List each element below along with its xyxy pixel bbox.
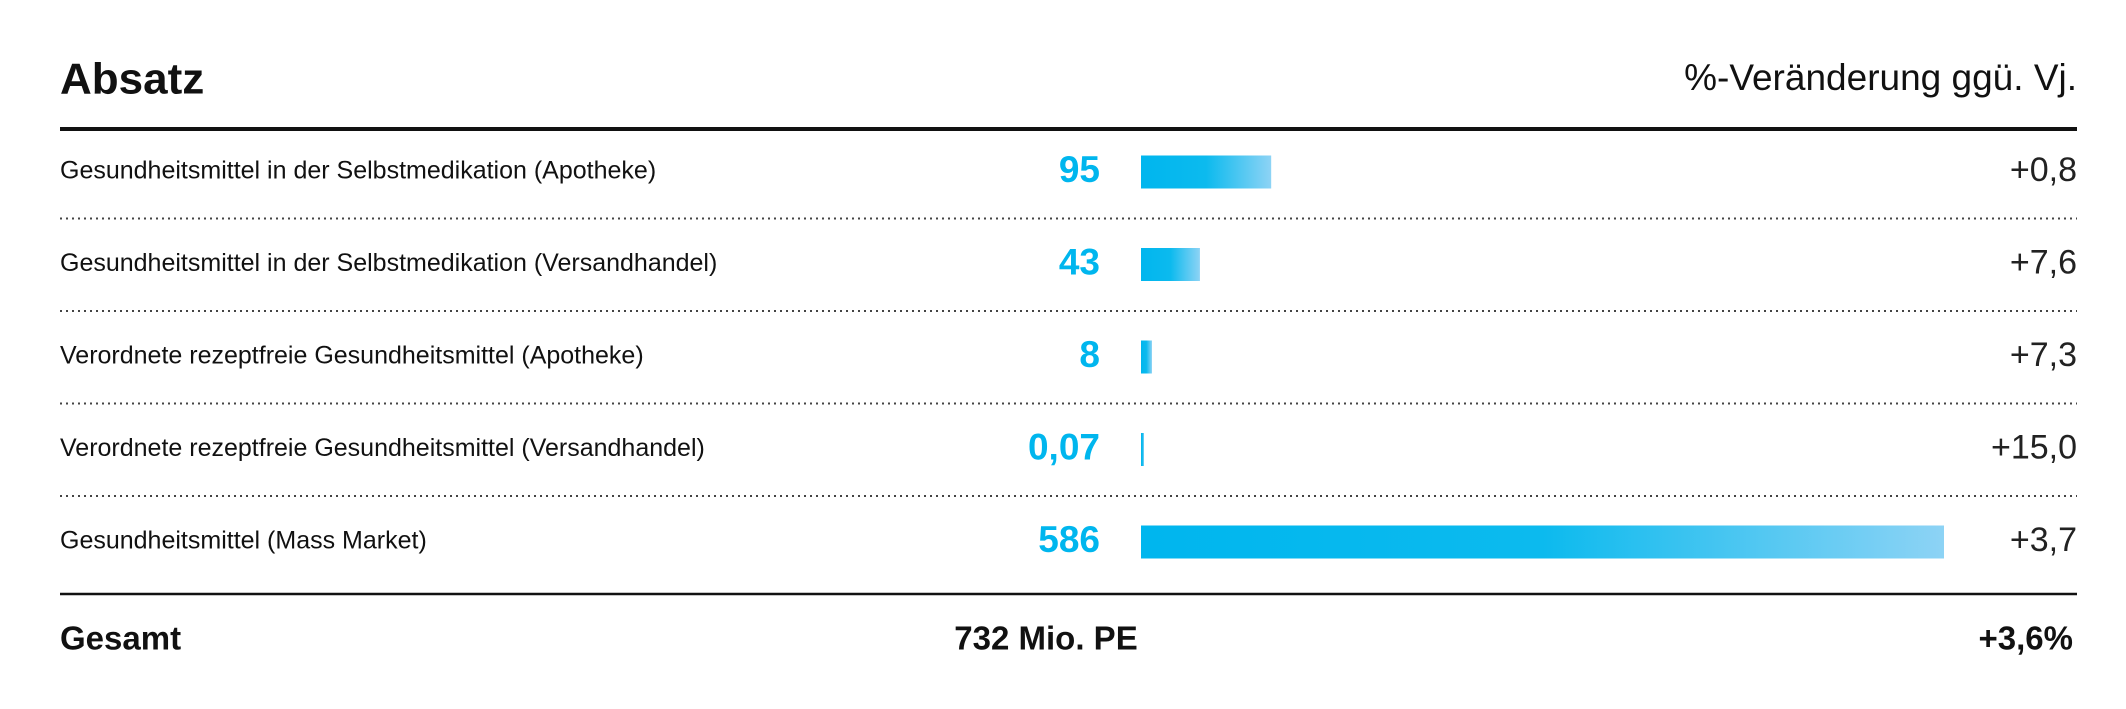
change-value: +3,7	[2010, 521, 2077, 559]
row-label: Verordnete rezeptfreie Gesundheitsmittel…	[60, 342, 644, 370]
bar	[1141, 340, 1152, 374]
bar	[1141, 525, 1944, 559]
change-header: %-Veränderung ggü. Vj.	[1684, 57, 2077, 98]
chart-title: Absatz	[60, 55, 204, 104]
change-value: +15,0	[1991, 428, 2077, 466]
total-change: +3,6%	[1979, 620, 2074, 657]
total-label: Gesamt	[60, 620, 181, 657]
row-label: Gesundheitsmittel (Mass Market)	[60, 527, 427, 555]
total-value: 732 Mio. PE	[954, 620, 1137, 657]
change-value: +0,8	[2010, 151, 2077, 189]
value-label: 8	[1079, 334, 1100, 375]
bar	[1141, 155, 1272, 189]
bar	[1141, 433, 1144, 466]
value-label: 0,07	[1028, 426, 1100, 467]
change-value: +7,6	[2010, 243, 2077, 281]
row-label: Gesundheitsmittel in der Selbstmedikatio…	[60, 157, 656, 185]
change-value: +7,3	[2010, 336, 2077, 374]
row-label: Verordnete rezeptfreie Gesundheitsmittel…	[60, 434, 705, 462]
row-label: Gesundheitsmittel in der Selbstmedikatio…	[60, 249, 717, 277]
value-label: 95	[1059, 149, 1100, 190]
value-label: 43	[1059, 241, 1100, 282]
value-label: 586	[1038, 519, 1100, 560]
bar	[1141, 248, 1200, 281]
